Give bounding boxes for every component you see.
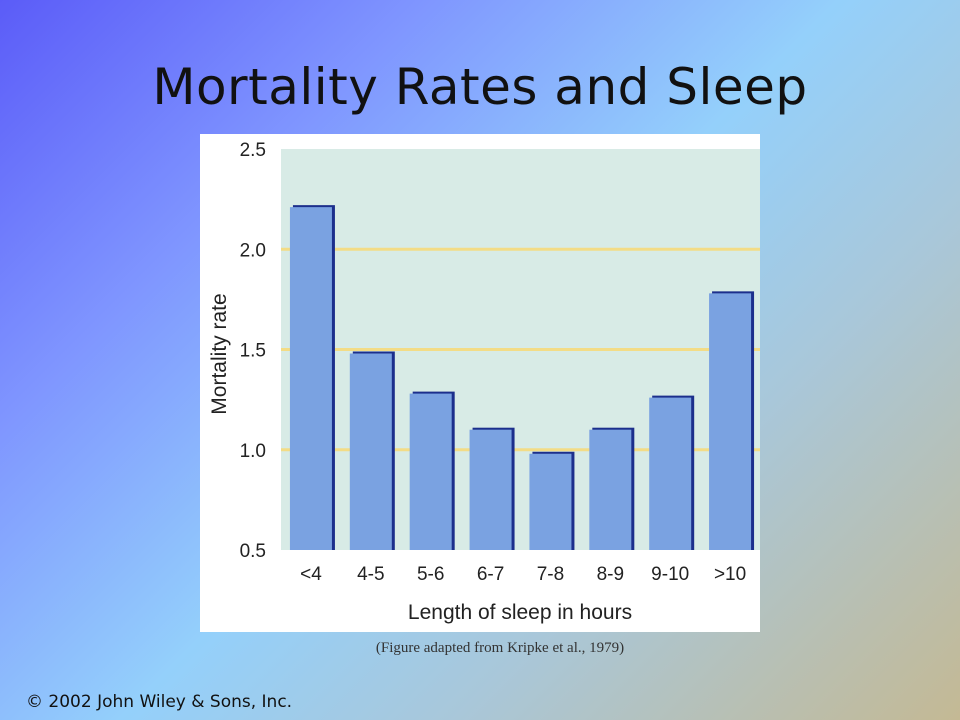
x-axis-title: Length of sleep in hours <box>408 601 632 624</box>
x-tick-label: >10 <box>714 564 746 585</box>
y-tick-label: 2.5 <box>240 140 266 161</box>
bar-chart: 0.5 1.0 1.5 2.0 2.5 <4 4-5 5-6 6-7 7-8 8-9 9-10 >10… <box>208 140 760 624</box>
x-tick-label: 7-8 <box>537 564 564 585</box>
x-tick-label: 8-9 <box>597 564 624 585</box>
bar <box>409 393 452 550</box>
bar <box>289 207 332 550</box>
x-tick-label: 9-10 <box>651 564 689 585</box>
y-axis-title: Mortality rate <box>208 293 231 414</box>
bars <box>289 205 755 550</box>
bar <box>709 293 752 550</box>
figure-caption: (Figure adapted from Kripke et al., 1979… <box>375 640 625 656</box>
bar <box>469 429 512 550</box>
x-tick-labels: <4 4-5 5-6 6-7 7-8 8-9 9-10 >10 <box>300 564 746 585</box>
bar <box>589 429 632 550</box>
y-tick-label: 1.0 <box>240 441 266 462</box>
chart-panel: 0.5 1.0 1.5 2.0 2.5 <4 4-5 5-6 6-7 7-8 8-9 9-10 >10… <box>200 134 760 632</box>
y-tick-label: 1.5 <box>240 341 266 362</box>
slide-title: Mortality Rates and Sleep <box>152 58 808 116</box>
y-tick-labels: 0.5 1.0 1.5 2.0 2.5 <box>240 140 266 562</box>
x-tick-label: <4 <box>300 564 322 585</box>
bar <box>529 453 572 550</box>
copyright-notice: © 2002 John Wiley & Sons, Inc. <box>26 692 293 712</box>
y-tick-label: 2.0 <box>240 240 266 261</box>
x-tick-label: 5-6 <box>417 564 444 585</box>
x-tick-label: 6-7 <box>477 564 504 585</box>
x-tick-label: 4-5 <box>357 564 384 585</box>
y-tick-label: 0.5 <box>240 541 266 562</box>
bar <box>349 353 392 550</box>
bar <box>649 397 692 550</box>
